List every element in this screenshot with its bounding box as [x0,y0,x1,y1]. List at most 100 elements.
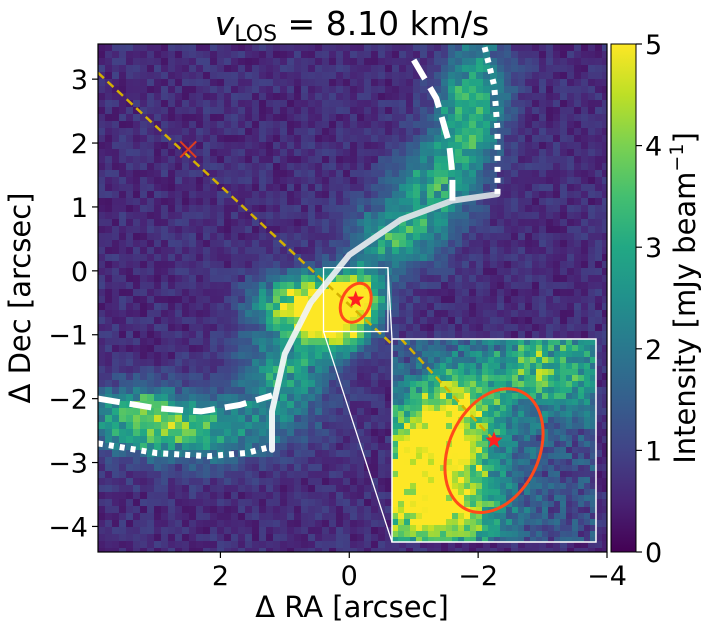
heatmap-cell [140,443,148,451]
heatmap-cell [189,282,197,290]
heatmap-cell [462,51,470,59]
heatmap-cell [553,219,561,227]
heatmap-cell [378,114,386,122]
heatmap-cell [336,86,344,94]
heatmap-cell [406,331,414,339]
heatmap-cell [539,233,547,241]
heatmap-cell [336,464,344,472]
heatmap-cell [350,478,358,486]
heatmap-cell [364,275,372,283]
heatmap-cell [161,170,169,178]
heatmap-cell [154,324,162,332]
heatmap-cell [315,310,323,318]
heatmap-cell [189,450,197,458]
heatmap-cell [168,86,176,94]
heatmap-cell [602,135,607,143]
heatmap-cell [462,114,470,122]
heatmap-cell [98,408,106,416]
heatmap-cell [399,51,407,59]
heatmap-cell [490,51,498,59]
heatmap-cell [406,65,414,73]
heatmap-cell [420,247,428,255]
heatmap-cell [350,198,358,206]
heatmap-cell [413,170,421,178]
heatmap-cell [329,247,337,255]
heatmap-cell [175,373,183,381]
heatmap-cell [420,107,428,115]
heatmap-cell [231,513,239,521]
heatmap-cell [434,128,442,136]
heatmap-cell [217,219,225,227]
heatmap-cell [252,198,260,206]
heatmap-cell [140,86,148,94]
heatmap-cell [392,86,400,94]
heatmap-cell [560,163,568,171]
heatmap-cell [203,261,211,269]
heatmap-cell [182,352,190,360]
heatmap-cell [329,408,337,416]
heatmap-cell [518,51,526,59]
heatmap-cell [595,79,603,87]
heatmap-cell [308,310,316,318]
heatmap-cell [343,219,351,227]
heatmap-cell [287,303,295,311]
heatmap-cell [182,401,190,409]
heatmap-cell [518,310,526,318]
heatmap-cell [406,51,414,59]
heatmap-cell [602,205,607,213]
heatmap-cell [119,478,127,486]
heatmap-cell [350,436,358,444]
heatmap-cell [126,471,134,479]
heatmap-cell [224,366,232,374]
heatmap-cell [196,212,204,220]
heatmap-cell [602,443,607,451]
heatmap-cell [224,177,232,185]
heatmap-cell [245,240,253,248]
heatmap-cell [266,401,274,409]
heatmap-cell [343,380,351,388]
heatmap-cell [490,198,498,206]
heatmap-cell [336,471,344,479]
heatmap-cell [560,317,568,325]
heatmap-cell [434,303,442,311]
heatmap-cell [140,422,148,430]
heatmap-cell [217,170,225,178]
heatmap-cell [308,282,316,290]
heatmap-cell [364,93,372,101]
heatmap-cell [364,443,372,451]
heatmap-cell [413,303,421,311]
heatmap-cell [238,338,246,346]
heatmap-cell [133,261,141,269]
heatmap-cell [357,506,365,514]
heatmap-cell [469,240,477,248]
heatmap-cell [224,86,232,94]
heatmap-cell [399,331,407,339]
heatmap-cell [518,58,526,66]
heatmap-cell [329,149,337,157]
heatmap-cell [525,317,533,325]
heatmap-cell [567,107,575,115]
heatmap-cell [469,184,477,192]
heatmap-cell [378,471,386,479]
heatmap-cell [217,163,225,171]
heatmap-cell [301,240,309,248]
heatmap-cell [280,156,288,164]
heatmap-cell [497,163,505,171]
heatmap-cell [315,275,323,283]
heatmap-cell [350,401,358,409]
heatmap-cell [119,149,127,157]
heatmap-cell [287,373,295,381]
heatmap-cell [231,408,239,416]
heatmap-cell [287,401,295,409]
heatmap-cell [343,156,351,164]
heatmap-cell [287,450,295,458]
heatmap-cell [105,345,113,353]
heatmap-cell [217,443,225,451]
heatmap-cell [196,380,204,388]
heatmap-cell [231,72,239,80]
heatmap-cell [476,177,484,185]
heatmap-cell [105,499,113,507]
heatmap-cell [294,317,302,325]
heatmap-cell [350,331,358,339]
heatmap-cell [364,135,372,143]
